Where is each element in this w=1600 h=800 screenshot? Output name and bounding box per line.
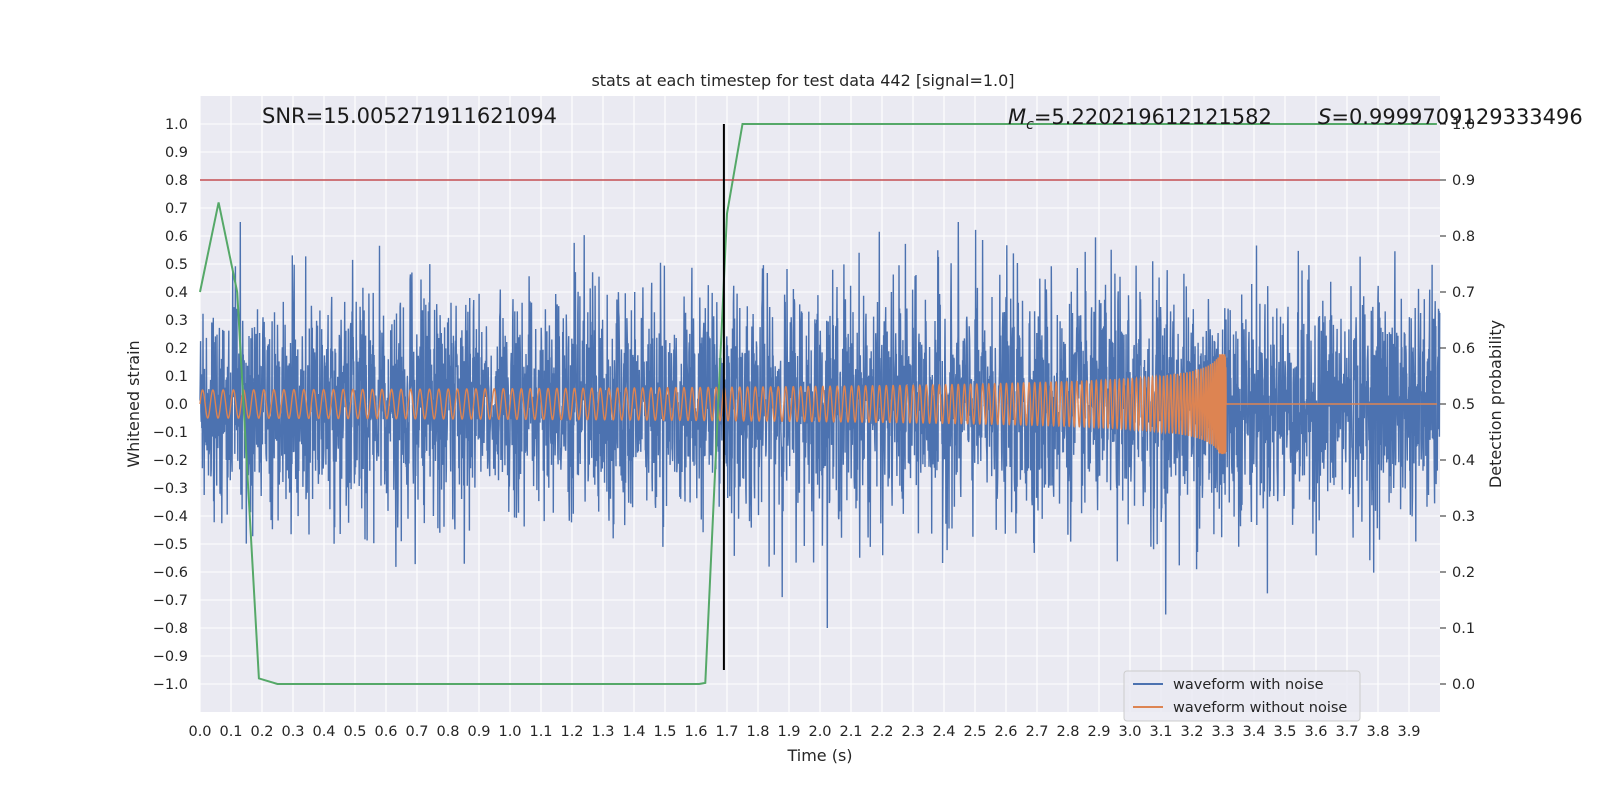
x-tick-label: 3.8	[1366, 724, 1389, 740]
x-tick-label: 1.6	[684, 724, 707, 740]
chirp-mass-value: =5.220219612121582	[1034, 105, 1272, 129]
x-tick-label: 1.8	[746, 724, 769, 740]
y2-tick-label: 0.0	[1452, 677, 1475, 693]
y2-tick-label: 0.4	[1452, 453, 1475, 469]
x-tick-label: 2.4	[932, 724, 955, 740]
y-tick-label: 0.8	[165, 173, 188, 189]
y-ticks: 1.0 0.9 0.8 0.7 0.6 0.5 0.4 0.3 0.2 0.1 0.0 −0.1 −0.…	[153, 117, 188, 693]
y2-tick-label: 0.6	[1452, 341, 1475, 357]
y2-ticks: 1.0 0.9 0.8 0.7 0.6 0.5 0.4 0.3 0.2 0.1 0.0	[1440, 117, 1475, 693]
legend: waveform with noise waveform without noi…	[1123, 670, 1361, 722]
chart-title: stats at each timestep for test data 442…	[591, 71, 1014, 90]
x-tick-label: 2.5	[963, 724, 986, 740]
x-tick-label: 0.1	[219, 724, 242, 740]
y-tick-label: 1.0	[165, 117, 188, 133]
x-tick-label: 1.1	[529, 724, 552, 740]
y2-tick-label: 0.5	[1452, 397, 1475, 413]
x-tick-label: 3.5	[1273, 724, 1296, 740]
x-tick-label: 2.3	[901, 724, 924, 740]
x-tick-label: 0.5	[343, 724, 366, 740]
y-tick-label: −0.7	[153, 593, 188, 609]
x-tick-label: 3.1	[1149, 724, 1172, 740]
legend-box	[1123, 670, 1361, 722]
series-detection-probability	[199, 123, 1437, 685]
x-axis-label: Time (s)	[786, 746, 852, 765]
x-tick-label: 0.6	[374, 724, 397, 740]
chirp-line	[199, 353, 1437, 455]
y2-tick-label: 0.2	[1452, 565, 1475, 581]
score-symbol: S	[1318, 105, 1331, 129]
noise-line	[199, 221, 1441, 629]
chirp-mass-symbol: M	[1008, 105, 1026, 129]
y2-tick-label: 0.8	[1452, 229, 1475, 245]
legend-label-noise: waveform with noise	[1173, 677, 1324, 693]
y-axis-label: Whitened strain	[124, 340, 143, 467]
chirp-mass-subscript: c	[1026, 117, 1034, 133]
y-tick-label: −1.0	[153, 677, 188, 693]
x-tick-label: 2.6	[994, 724, 1017, 740]
x-tick-label: 3.2	[1180, 724, 1203, 740]
x-tick-label: 1.9	[777, 724, 800, 740]
y-tick-label: 0.0	[165, 397, 188, 413]
series-waveform-with-noise	[199, 221, 1441, 629]
y-tick-label: −0.2	[153, 453, 188, 469]
x-tick-label: 0.9	[467, 724, 490, 740]
y2-tick-label: 0.1	[1452, 621, 1475, 637]
x-tick-label: 2.8	[1056, 724, 1079, 740]
reference-lines	[200, 124, 1440, 670]
y-tick-label: 0.4	[165, 285, 188, 301]
x-tick-label: 0.8	[436, 724, 459, 740]
x-tick-label: 0.2	[250, 724, 273, 740]
y2-tick-label: 0.7	[1452, 285, 1475, 301]
x-tick-label: 1.7	[715, 724, 738, 740]
snr-annotation: SNR=15.005271911621094	[262, 104, 557, 128]
x-tick-label: 2.1	[839, 724, 862, 740]
x-tick-label: 2.0	[808, 724, 831, 740]
y2-axis-label: Detection probability	[1486, 320, 1505, 488]
score-value: =0.9999709129333496	[1331, 105, 1582, 129]
x-tick-label: 1.3	[591, 724, 614, 740]
x-ticks: 0.0 0.1 0.2 0.3 0.4 0.5 0.6 0.7 0.8 0.9 1.0 1.1 1.2 1…	[188, 724, 1420, 740]
x-tick-label: 3.7	[1335, 724, 1358, 740]
y-tick-label: 0.1	[165, 369, 188, 385]
y-tick-label: −0.4	[153, 509, 188, 525]
x-tick-label: 2.7	[1025, 724, 1048, 740]
y-tick-label: −0.9	[153, 649, 188, 665]
y-tick-label: −0.5	[153, 537, 188, 553]
x-tick-label: 2.2	[870, 724, 893, 740]
x-tick-label: 1.0	[498, 724, 521, 740]
y2-tick-label: 0.9	[1452, 173, 1475, 189]
x-tick-label: 3.6	[1304, 724, 1327, 740]
x-tick-label: 3.9	[1397, 724, 1420, 740]
y2-tick-label: 1.0	[1452, 117, 1475, 133]
y-tick-label: 0.5	[165, 257, 188, 273]
series-waveform-without-noise	[199, 353, 1437, 455]
y-tick-label: −0.8	[153, 621, 188, 637]
y-tick-label: 0.9	[165, 145, 188, 161]
y-tick-label: 0.6	[165, 229, 188, 245]
x-tick-label: 0.4	[312, 724, 335, 740]
probability-line	[199, 123, 1437, 685]
y-tick-label: −0.6	[153, 565, 188, 581]
y-tick-label: 0.2	[165, 341, 188, 357]
y-tick-label: 0.3	[165, 313, 188, 329]
chirp-mass-annotation: Mc=5.220219612121582	[1008, 105, 1272, 133]
score-annotation: S=0.9999709129333496	[1318, 105, 1583, 129]
y-tick-label: 0.7	[165, 201, 188, 217]
x-tick-label: 3.3	[1211, 724, 1234, 740]
x-tick-label: 2.9	[1087, 724, 1110, 740]
y-tick-label: −0.1	[153, 425, 188, 441]
x-tick-label: 3.0	[1118, 724, 1141, 740]
x-tick-label: 0.3	[281, 724, 304, 740]
x-tick-label: 0.0	[188, 724, 211, 740]
y-tick-label: −0.3	[153, 481, 188, 497]
x-tick-label: 1.4	[622, 724, 645, 740]
x-tick-label: 3.4	[1242, 724, 1265, 740]
legend-label-clean: waveform without noise	[1173, 700, 1347, 716]
x-tick-label: 0.7	[405, 724, 428, 740]
x-tick-label: 1.2	[560, 724, 583, 740]
x-tick-label: 1.5	[653, 724, 676, 740]
y2-tick-label: 0.3	[1452, 509, 1475, 525]
